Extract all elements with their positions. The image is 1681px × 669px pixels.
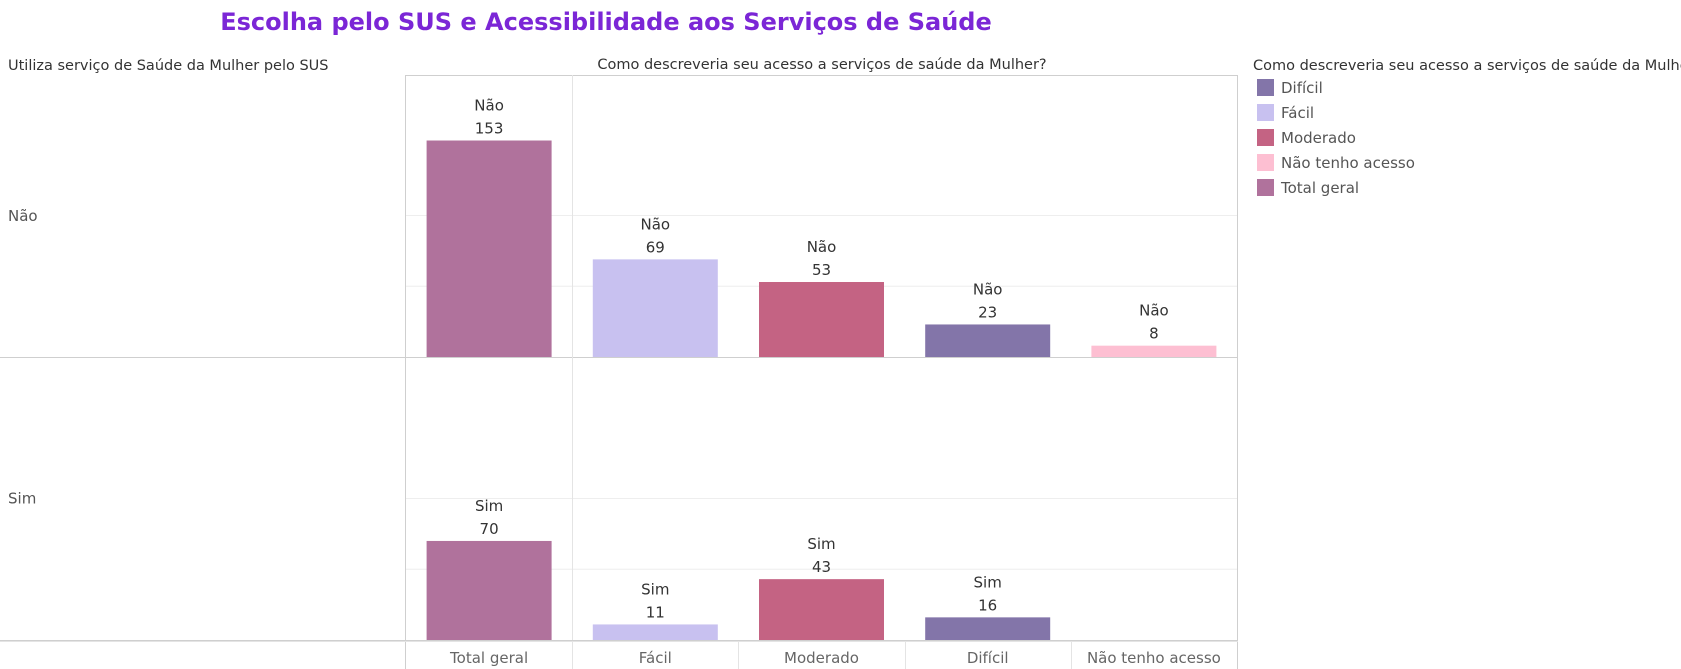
legend-label-nao-tenho-acesso[interactable]: Não tenho acesso — [1281, 154, 1415, 172]
legend: Difícil Fácil Moderado Não tenho acesso Tota… — [1257, 79, 1415, 197]
bar-nao-nao-tenho-acesso[interactable] — [1091, 345, 1217, 357]
legend-title: Como descreveria seu acesso a serviços d… — [1253, 58, 1681, 74]
bar-nao-dificil[interactable] — [925, 324, 1051, 357]
row-labels: Não Sim — [8, 207, 38, 508]
bar-value-label: 16 — [978, 596, 997, 614]
bar-label-row: Sim — [641, 580, 669, 598]
legend-swatch-dificil[interactable] — [1257, 79, 1274, 96]
bar-sim-total-geral[interactable] — [426, 540, 552, 640]
bar-label-row: Não — [807, 238, 837, 256]
row-header: Utiliza serviço de Saúde da Mulher pelo … — [8, 58, 329, 74]
bar-label-row: Não — [973, 280, 1003, 298]
x-tick-dificil: Difícil — [967, 649, 1009, 667]
bar-labels: Não 153 Não 69 Não 53 Não 23 Não 8 Sim 70 Sim 11 Sim 43… — [474, 97, 1168, 622]
bar-value-label: 53 — [812, 261, 831, 279]
bar-nao-total-geral[interactable] — [426, 140, 552, 357]
row-label-sim: Sim — [8, 490, 36, 508]
column-header: Como descreveria seu acesso a serviços d… — [597, 57, 1046, 73]
chart-title: Escolha pelo SUS e Acessibilidade aos Se… — [220, 8, 992, 36]
x-tick-total-geral: Total geral — [449, 649, 528, 667]
bar-sim-facil[interactable] — [592, 624, 718, 640]
legend-label-total-geral[interactable]: Total geral — [1280, 179, 1359, 197]
legend-label-moderado[interactable]: Moderado — [1281, 129, 1356, 147]
x-axis-ticks: Total geral Fácil Moderado Difícil Não tenho… — [449, 649, 1221, 667]
bar-value-label: 70 — [480, 520, 499, 538]
x-tick-moderado: Moderado — [784, 649, 859, 667]
bar-label-row: Não — [1139, 302, 1169, 320]
legend-swatch-moderado[interactable] — [1257, 129, 1274, 146]
bars — [426, 140, 1217, 640]
bar-value-label: 43 — [812, 558, 831, 576]
legend-label-dificil[interactable]: Difícil — [1281, 79, 1323, 97]
bar-label-row: Sim — [475, 497, 503, 515]
bar-value-label: 8 — [1149, 325, 1159, 343]
bar-label-row: Sim — [807, 535, 835, 553]
bar-nao-facil[interactable] — [592, 259, 718, 357]
bar-label-row: Sim — [974, 573, 1002, 591]
bar-nao-moderado[interactable] — [759, 282, 884, 357]
x-tick-facil: Fácil — [639, 649, 672, 667]
panel-frame — [0, 75, 1238, 669]
legend-label-facil[interactable]: Fácil — [1281, 104, 1314, 122]
bar-sim-moderado[interactable] — [759, 579, 884, 640]
x-tick-nao-tenho-acesso: Não tenho acesso — [1087, 649, 1221, 667]
legend-swatch-facil[interactable] — [1257, 104, 1274, 121]
bar-label-row: Não — [474, 97, 504, 115]
bar-value-label: 153 — [475, 120, 504, 138]
bar-value-label: 11 — [646, 603, 665, 621]
bar-value-label: 23 — [978, 303, 997, 321]
bar-sim-dificil[interactable] — [925, 617, 1051, 640]
row-label-nao: Não — [8, 207, 38, 225]
bar-value-label: 69 — [646, 238, 665, 256]
legend-swatch-nao-tenho-acesso[interactable] — [1257, 154, 1274, 171]
bar-label-row: Não — [641, 215, 671, 233]
legend-swatch-total-geral[interactable] — [1257, 179, 1274, 196]
